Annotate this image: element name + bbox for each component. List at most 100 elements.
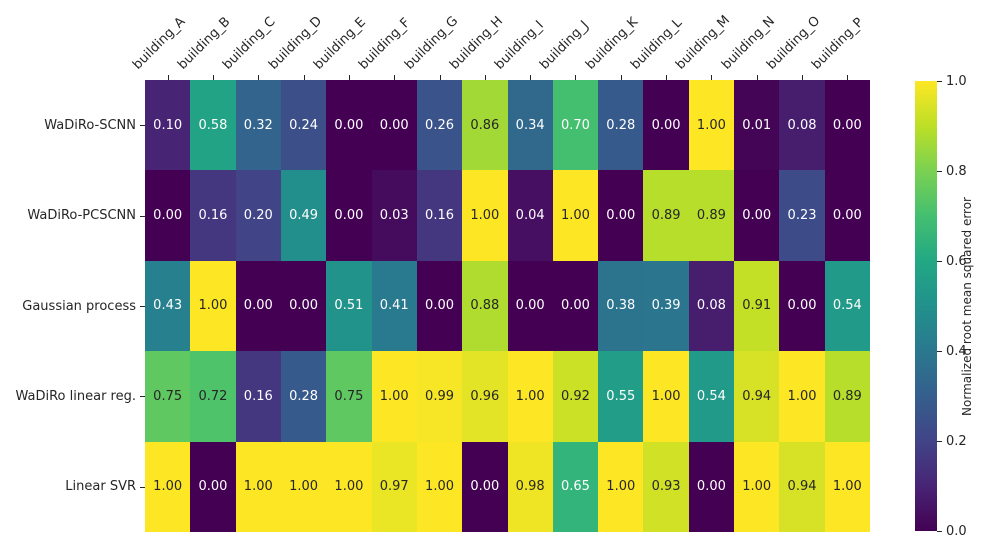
heatmap-cell: 0.00 — [416, 260, 463, 352]
heatmap-cell: 1.00 — [643, 351, 689, 442]
heatmap-cell: 0.26 — [416, 80, 463, 171]
heatmap-cell: 0.08 — [779, 80, 825, 171]
colorbar-tick-label: 0.4 — [946, 343, 967, 359]
heatmap-cell: 1.00 — [235, 441, 281, 532]
y-tick — [140, 125, 145, 127]
heatmap-cell: 0.24 — [280, 80, 327, 171]
y-tick — [140, 306, 145, 307]
y-tick — [140, 215, 145, 217]
colorbar-tick-label: 0.8 — [946, 163, 967, 179]
heatmap-cell: 0.93 — [643, 441, 689, 532]
heatmap-cell: 0.86 — [462, 80, 508, 171]
heatmap-cell: 1.00 — [598, 441, 644, 532]
heatmap-cell: 0.00 — [235, 260, 281, 352]
heatmap-cell: 0.89 — [688, 170, 735, 261]
heatmap-cell: 0.00 — [190, 441, 236, 532]
colorbar-label-wrap: Normalized root mean squared error — [956, 81, 978, 531]
heatmap-cell: 1.00 — [190, 260, 236, 352]
x-tick — [756, 75, 758, 80]
heatmap-cell: 0.96 — [462, 351, 508, 442]
x-tick — [802, 75, 804, 80]
heatmap-cell: 1.00 — [734, 441, 780, 532]
heatmap-cell: 0.28 — [280, 351, 327, 442]
heatmap-cell: 0.00 — [326, 170, 372, 261]
heatmap-cell: 0.23 — [779, 170, 825, 261]
heatmap-cell: 0.38 — [598, 260, 644, 352]
colorbar-tick-label: 0.2 — [946, 433, 967, 449]
x-tick — [666, 75, 668, 80]
heatmap-cell: 0.00 — [824, 170, 870, 261]
x-tick — [212, 75, 214, 80]
heatmap-cell: 0.70 — [552, 80, 599, 171]
heatmap-cell: 0.00 — [688, 441, 735, 532]
y-tick — [140, 396, 145, 398]
heatmap-cell: 0.51 — [326, 260, 372, 352]
heatmap-cell: 0.89 — [643, 170, 689, 261]
heatmap-cell: 0.08 — [688, 260, 735, 352]
heatmap-cell: 0.20 — [235, 170, 281, 261]
heatmap-cell: 1.00 — [824, 441, 870, 532]
heatmap-cell: 0.03 — [371, 170, 417, 261]
heatmap-cell: 0.54 — [688, 351, 735, 442]
heatmap-cell: 0.00 — [643, 80, 689, 171]
heatmap-cell: 1.00 — [326, 441, 372, 532]
heatmap-cell: 0.00 — [371, 80, 417, 171]
heatmap-cell: 0.01 — [734, 80, 780, 171]
x-tick — [258, 75, 260, 80]
colorbar-tick-label: 0.0 — [946, 523, 967, 539]
x-tick — [530, 75, 532, 80]
heatmap-cell: 0.34 — [507, 80, 553, 171]
heatmap-cell: 0.91 — [734, 260, 780, 352]
heatmap-cell: 1.00 — [688, 80, 735, 171]
heatmap-cell: 0.00 — [462, 441, 508, 532]
heatmap-cell: 1.00 — [462, 170, 508, 261]
heatmap-plot: 0.10 0.58 0.32 0.24 0.00 0.00 0.26 0.86 0.34 0.70… — [145, 80, 870, 532]
heatmap-cell: 0.97 — [371, 441, 417, 532]
y-tick-label: WaDiRo-PCSCNN — [27, 208, 136, 224]
heatmap-cell: 0.16 — [416, 170, 463, 261]
colorbar-label: Normalized root mean squared error — [960, 196, 974, 416]
heatmap-cell: 0.00 — [507, 260, 553, 352]
heatmap-cell: 1.00 — [371, 351, 417, 442]
y-tick-label: WaDiRo-SCNN — [44, 117, 136, 133]
x-tick — [439, 75, 441, 80]
x-tick — [484, 75, 486, 80]
heatmap-cell: 0.16 — [190, 170, 236, 261]
heatmap-cell: 0.89 — [824, 351, 870, 442]
heatmap-cell: 0.94 — [779, 441, 825, 532]
heatmap-cell: 0.39 — [643, 260, 689, 352]
heatmap-cell: 0.58 — [190, 80, 236, 171]
colorbar-tick — [937, 531, 942, 532]
heatmap-cell: 0.94 — [734, 351, 780, 442]
heatmap-cell: 0.99 — [416, 351, 463, 442]
heatmap-cell: 0.65 — [552, 441, 599, 532]
heatmap-cell: 0.55 — [598, 351, 644, 442]
x-tick — [711, 75, 713, 80]
x-tick — [303, 75, 305, 80]
heatmap-cell: 0.00 — [326, 80, 372, 171]
x-tick — [348, 75, 350, 80]
colorbar-tick — [937, 351, 942, 352]
y-tick — [140, 486, 145, 488]
heatmap-cell: 1.00 — [507, 351, 553, 442]
heatmap-cell: 0.00 — [824, 80, 870, 171]
colorbar-tick — [937, 171, 942, 172]
heatmap-cell: 0.00 — [552, 260, 599, 352]
heatmap-cell: 1.00 — [552, 170, 599, 261]
colorbar-tick — [937, 81, 942, 82]
heatmap-cell: 0.04 — [507, 170, 553, 261]
heatmap-cell: 0.41 — [371, 260, 417, 352]
heatmap-cell: 1.00 — [779, 351, 825, 442]
x-tick — [575, 75, 577, 80]
colorbar-tick — [937, 441, 942, 442]
heatmap-cell: 0.00 — [779, 260, 825, 352]
heatmap-cell: 0.88 — [462, 260, 508, 352]
y-tick-label: Linear SVR — [65, 479, 136, 495]
y-tick-label: Gaussian process — [22, 298, 136, 314]
heatmap-cell: 0.00 — [145, 170, 191, 261]
y-tick-label: WaDiRo linear reg. — [15, 388, 137, 404]
heatmap-cell: 0.98 — [507, 441, 553, 532]
x-tick — [167, 75, 169, 80]
heatmap-cell: 1.00 — [280, 441, 327, 532]
